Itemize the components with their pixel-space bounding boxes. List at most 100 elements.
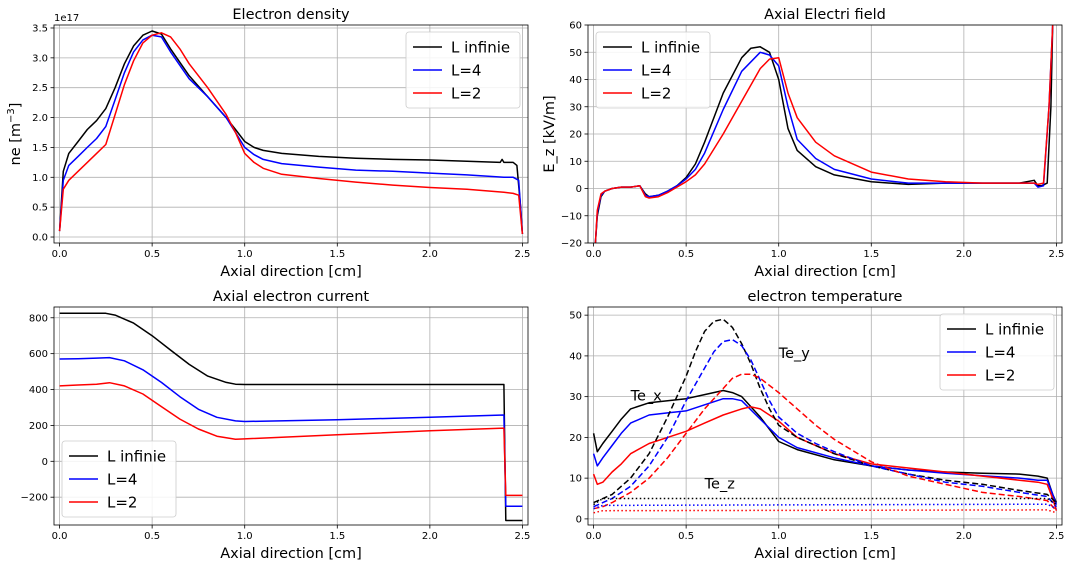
series-line (593, 509, 1057, 514)
y-tick-label: −10 (561, 211, 582, 222)
x-tick-label: 0.5 (678, 531, 694, 542)
y-tick-label: 50 (569, 48, 582, 59)
series-line (592, 397, 1058, 505)
y-axis-label: ne [m−3] (6, 103, 24, 166)
chart-panel: 0.0 0.5 1.0 1.5 2.0 2.5 0.0 0.5 1.0 1.5 2.0 2.5 3.0 3… (6, 7, 530, 280)
chart-panel: 0.0 0.5 1.0 1.5 2.0 2.5 −20 −10 0 10 20 30 40 50 60 Axi… (542, 7, 1064, 280)
y-tick-label: 40 (569, 75, 582, 86)
axes-frame (587, 306, 1063, 526)
annotation-label: Te_y (778, 346, 811, 362)
y-tick-label: −20 (561, 239, 582, 250)
chart-title: Electron density (232, 7, 350, 23)
y-tick-label: −200 (21, 493, 48, 504)
series-line (59, 381, 523, 497)
series-line (593, 338, 1057, 508)
x-axis-label: Axial direction [cm] (754, 546, 896, 562)
y-tick-label: 2.5 (32, 83, 48, 94)
legend: L infinie L=4 L=2 (939, 313, 1055, 391)
chart-title: electron temperature (748, 289, 903, 305)
y-tick-label: 0.5 (32, 203, 48, 214)
legend-label: L=4 (107, 471, 137, 489)
x-tick-label: 0.5 (144, 249, 160, 260)
x-tick-label: 0.5 (144, 531, 160, 542)
legend-label: L=2 (107, 494, 137, 512)
annotation-label: Te_x (630, 389, 663, 405)
y-tick-label: 600 (29, 349, 48, 360)
x-tick-label: 2.5 (1048, 249, 1064, 260)
y-tick-label: 0 (576, 514, 582, 525)
y-tick-label: 3.5 (32, 23, 48, 34)
x-tick-label: 1.0 (237, 249, 253, 260)
y-axis-label-superscript: −3 (6, 108, 17, 123)
y-axis-label-text: ne [m (8, 123, 24, 166)
y-tick-label: 200 (29, 421, 48, 432)
legend-label: L=4 (985, 344, 1015, 362)
series-line (592, 389, 1058, 503)
legend-box (595, 31, 711, 109)
legend-label: L=2 (985, 367, 1015, 385)
y-tick-label: 20 (569, 433, 582, 444)
y-tick-label: 0 (42, 457, 48, 468)
x-tick-label: 2.5 (1048, 531, 1064, 542)
legend-label: L=2 (641, 85, 671, 103)
series-line (593, 503, 1057, 510)
series-line (592, 406, 1058, 511)
y-tick-label: 10 (569, 474, 582, 485)
x-tick-label: 2.0 (422, 531, 438, 542)
x-tick-label: 1.0 (237, 531, 253, 542)
series-line (58, 32, 524, 235)
y-tick-label: 1.0 (32, 173, 48, 184)
legend-label: L infinie (451, 39, 510, 57)
series-line (593, 318, 1057, 504)
y-tick-label: 0.0 (32, 233, 48, 244)
x-tick-label: 0.0 (52, 531, 68, 542)
x-axis-label: Axial direction [cm] (220, 264, 362, 280)
x-tick-label: 0.0 (586, 531, 602, 542)
axes-frame (53, 24, 529, 244)
y-tick-label: 20 (569, 130, 582, 141)
x-tick-label: 0.0 (586, 249, 602, 260)
y-tick-label: 60 (569, 21, 582, 32)
y-tick-label: 800 (29, 313, 48, 324)
x-tick-label: 2.5 (514, 531, 530, 542)
legend: L infinie L=4 L=2 (405, 31, 521, 109)
legend-label: L=4 (451, 62, 481, 80)
series-line (59, 312, 523, 522)
legend-label: L=2 (451, 85, 481, 103)
axis-offset-text: 1e17 (54, 13, 79, 24)
y-tick-label: 10 (569, 157, 582, 168)
series-group (592, 318, 1058, 514)
y-axis-label: E_z [kV/m] (542, 95, 558, 172)
x-tick-label: 2.0 (956, 531, 972, 542)
y-tick-label: 50 (569, 311, 582, 322)
chart-title: Axial Electri field (764, 7, 886, 23)
y-tick-label: 30 (569, 102, 582, 113)
series-line (594, 25, 1054, 243)
x-tick-label: 1.5 (329, 249, 345, 260)
x-tick-label: 1.5 (863, 531, 879, 542)
series-line (59, 356, 523, 507)
annotation-label: Te_z (704, 476, 735, 492)
legend-label: L infinie (985, 321, 1044, 339)
chart-panel: 0.0 0.5 1.0 1.5 2.0 2.5 −200 0 200 400 600 800 Axial… (21, 289, 531, 562)
x-axis-label: Axial direction [cm] (754, 264, 896, 280)
x-tick-label: 2.5 (514, 249, 530, 260)
y-tick-label: 40 (569, 351, 582, 362)
y-tick-label: 30 (569, 392, 582, 403)
y-tick-label: 1.5 (32, 143, 48, 154)
y-tick-label: 3.0 (32, 53, 48, 64)
x-tick-label: 2.0 (956, 249, 972, 260)
x-tick-label: 2.0 (422, 249, 438, 260)
legend-box (61, 440, 177, 518)
series-group (594, 25, 1054, 243)
legend-label: L=4 (641, 62, 671, 80)
axes-frame (53, 306, 529, 526)
y-axis-label-close: ] (8, 103, 24, 109)
x-tick-label: 0.0 (52, 249, 68, 260)
series-group (58, 30, 524, 235)
x-tick-label: 0.5 (678, 249, 694, 260)
legend-box (939, 313, 1055, 391)
series-line (58, 34, 524, 235)
legend-label: L infinie (641, 39, 700, 57)
legend-box (405, 31, 521, 109)
